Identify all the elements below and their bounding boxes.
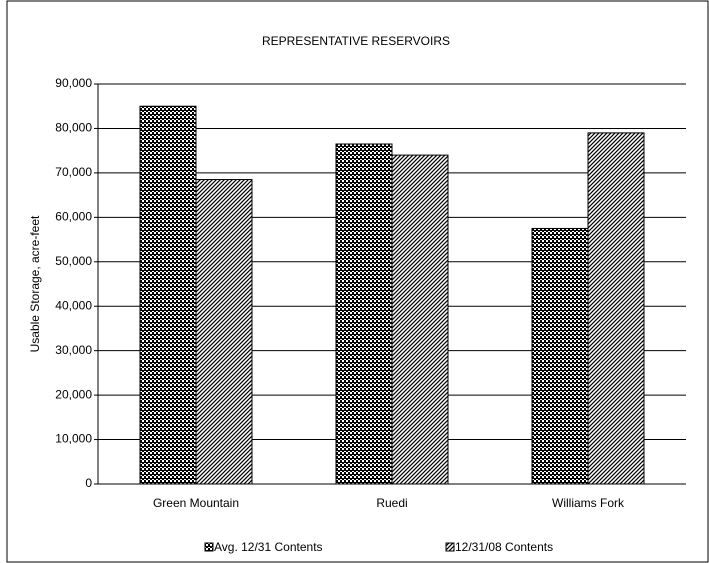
y-tick-label: 20,000 — [55, 387, 92, 401]
x-tick-label: Williams Fork — [552, 496, 625, 510]
x-tick-label: Green Mountain — [153, 496, 239, 510]
y-tick-label: 90,000 — [55, 76, 92, 90]
x-tick-label: Ruedi — [376, 496, 407, 510]
y-tick-label: 40,000 — [55, 298, 92, 312]
y-tick-label: 0 — [85, 476, 92, 490]
bar — [391, 154, 449, 485]
legend-label: 12/31/08 Contents — [455, 540, 553, 554]
y-tick-label: 30,000 — [55, 343, 92, 357]
y-tick-label: 10,000 — [55, 432, 92, 446]
bar — [335, 143, 393, 485]
y-axis-label: Usable Storage, acre-feet — [28, 215, 42, 352]
legend-swatch — [204, 542, 214, 552]
bar — [139, 105, 197, 485]
y-tick-label: 70,000 — [55, 165, 92, 179]
bar — [195, 179, 253, 485]
y-tick-label: 50,000 — [55, 254, 92, 268]
legend-swatch — [445, 542, 455, 552]
bar — [587, 132, 645, 485]
chart-title: REPRESENTATIVE RESERVOIRS — [262, 34, 450, 48]
y-tick-label: 60,000 — [55, 210, 92, 224]
bar — [531, 227, 589, 485]
y-tick-label: 80,000 — [55, 121, 92, 135]
legend-label: Avg. 12/31 Contents — [214, 540, 323, 554]
